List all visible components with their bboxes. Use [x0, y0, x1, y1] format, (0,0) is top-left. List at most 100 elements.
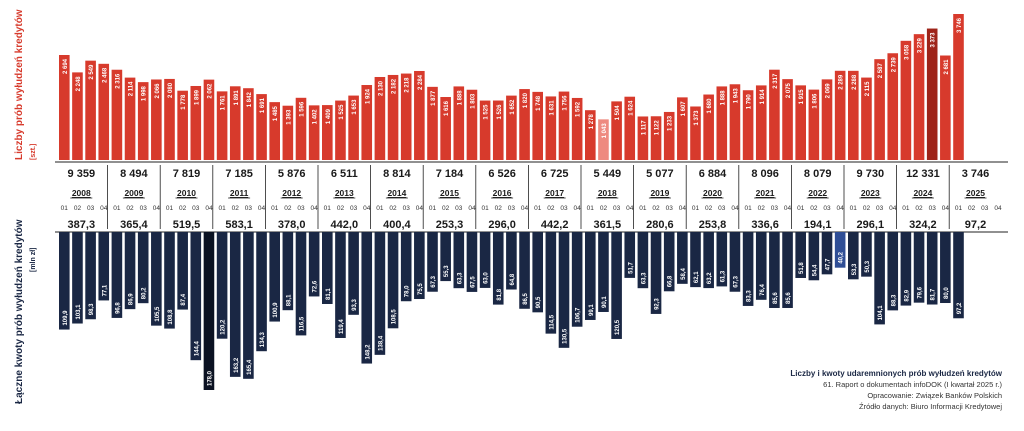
amount-value-label: 98,3 — [89, 303, 95, 315]
amount-bar — [690, 232, 701, 288]
count-bar — [874, 59, 885, 160]
quarter-label: 02 — [758, 205, 766, 212]
quarter-label: 01 — [797, 205, 805, 212]
count-value-label: 2 114 — [129, 81, 135, 96]
count-bar — [532, 91, 543, 160]
year-label: 2019 — [650, 188, 669, 198]
count-value-label: 2 739 — [891, 57, 897, 73]
quarter-label: 01 — [429, 205, 437, 212]
count-bar — [663, 111, 675, 160]
quarter-label: 01 — [324, 205, 332, 212]
amount-value-label: 63,0 — [484, 272, 490, 284]
count-value-label: 2 115 — [865, 81, 871, 96]
count-value-label: 1 402 — [313, 109, 319, 125]
count-value-label: 1 607 — [681, 101, 687, 117]
amount-value-label: 88,3 — [891, 294, 897, 306]
amount-bar — [769, 232, 780, 308]
quarter-label: 02 — [915, 205, 923, 212]
amount-bar — [361, 232, 373, 364]
amount-bar — [335, 232, 346, 338]
amount-value-label: 47,7 — [826, 258, 832, 270]
quarter-label: 03 — [350, 205, 358, 212]
year-total-count: 6 884 — [699, 168, 727, 180]
quarter-label: 02 — [232, 205, 240, 212]
amount-value-label: 90,1 — [602, 296, 608, 308]
amount-value-label: 82,9 — [904, 289, 910, 301]
count-bar — [650, 116, 662, 160]
quarter-label: 04 — [153, 205, 161, 212]
quarter-label: 03 — [192, 205, 200, 212]
year-total-amount: 280,6 — [646, 219, 674, 231]
count-bar — [124, 77, 136, 160]
amount-bar — [203, 232, 215, 390]
amount-value-label: 86,5 — [523, 292, 529, 304]
amount-value-label: 85,6 — [786, 292, 792, 304]
quarter-label: 01 — [481, 205, 489, 212]
count-value-label: 2 069 — [826, 83, 832, 99]
count-bar — [479, 100, 491, 160]
count-bar — [229, 86, 241, 160]
amount-bar — [545, 232, 557, 334]
count-value-label: 1 652 — [510, 99, 516, 115]
quarter-label: 04 — [731, 205, 739, 212]
count-value-label: 2 218 — [405, 77, 411, 93]
count-bar — [769, 69, 780, 160]
count-bar — [861, 77, 872, 160]
count-value-label: 2 182 — [392, 78, 398, 94]
count-value-label: 2 075 — [786, 82, 792, 98]
count-value-label: 1 504 — [615, 105, 621, 121]
amount-value-label: 108,8 — [168, 309, 174, 325]
amount-value-label: 86,9 — [129, 293, 135, 305]
count-bar — [887, 53, 899, 161]
year-total-amount: 378,0 — [278, 219, 306, 231]
year-total-amount: 194,1 — [804, 219, 832, 231]
amount-value-label: 63,2 — [707, 272, 713, 284]
quarter-label: 03 — [140, 205, 148, 212]
year-total-count: 7 819 — [173, 168, 201, 180]
amount-bar — [729, 232, 741, 292]
year-total-count: 5 449 — [594, 168, 622, 180]
amount-bar — [72, 232, 83, 324]
amount-value-label: 75,5 — [418, 283, 424, 295]
amount-bar — [716, 232, 728, 287]
quarter-label: 02 — [547, 205, 555, 212]
count-bar — [913, 34, 925, 161]
year-label: 2010 — [177, 188, 196, 198]
year-total-amount: 442,0 — [331, 219, 359, 231]
count-value-label: 1 803 — [470, 93, 476, 109]
amount-value-label: 50,3 — [865, 260, 871, 272]
quarter-label: 01 — [902, 205, 910, 212]
quarter-label: 02 — [74, 205, 82, 212]
year-label: 2018 — [598, 188, 617, 198]
amount-value-label: 81,7 — [931, 288, 937, 300]
amount-value-label: 66,8 — [668, 275, 674, 287]
amount-bar — [703, 232, 714, 289]
quarter-label: 03 — [666, 205, 674, 212]
count-bar — [59, 55, 70, 160]
year-total-amount: 361,5 — [594, 219, 622, 231]
amount-bar — [282, 232, 294, 311]
quarter-label: 04 — [784, 205, 792, 212]
quarter-label: 03 — [929, 205, 937, 212]
count-value-label: 3 229 — [918, 37, 924, 53]
year-label: 2021 — [756, 188, 775, 198]
count-bar — [848, 70, 859, 160]
amount-value-label: 105,5 — [155, 306, 161, 322]
amount-bar — [821, 232, 833, 275]
year-total-count: 3 746 — [962, 168, 990, 180]
amount-bar — [874, 232, 885, 325]
count-value-label: 2 288 — [852, 74, 858, 90]
count-bar — [729, 84, 741, 160]
quarter-label: 01 — [534, 205, 542, 212]
amount-value-label: 40,2 — [839, 251, 845, 263]
count-value-label: 1 653 — [352, 99, 358, 115]
year-label: 2022 — [808, 188, 827, 198]
quarter-label: 02 — [126, 205, 134, 212]
count-value-label: 2 062 — [207, 83, 213, 99]
quarter-label: 03 — [403, 205, 411, 212]
amount-bar — [124, 232, 136, 310]
amount-value-label: 77,1 — [102, 284, 108, 296]
count-bar — [492, 100, 504, 160]
amount-bar — [177, 232, 188, 310]
amount-value-label: 67,3 — [733, 275, 739, 287]
